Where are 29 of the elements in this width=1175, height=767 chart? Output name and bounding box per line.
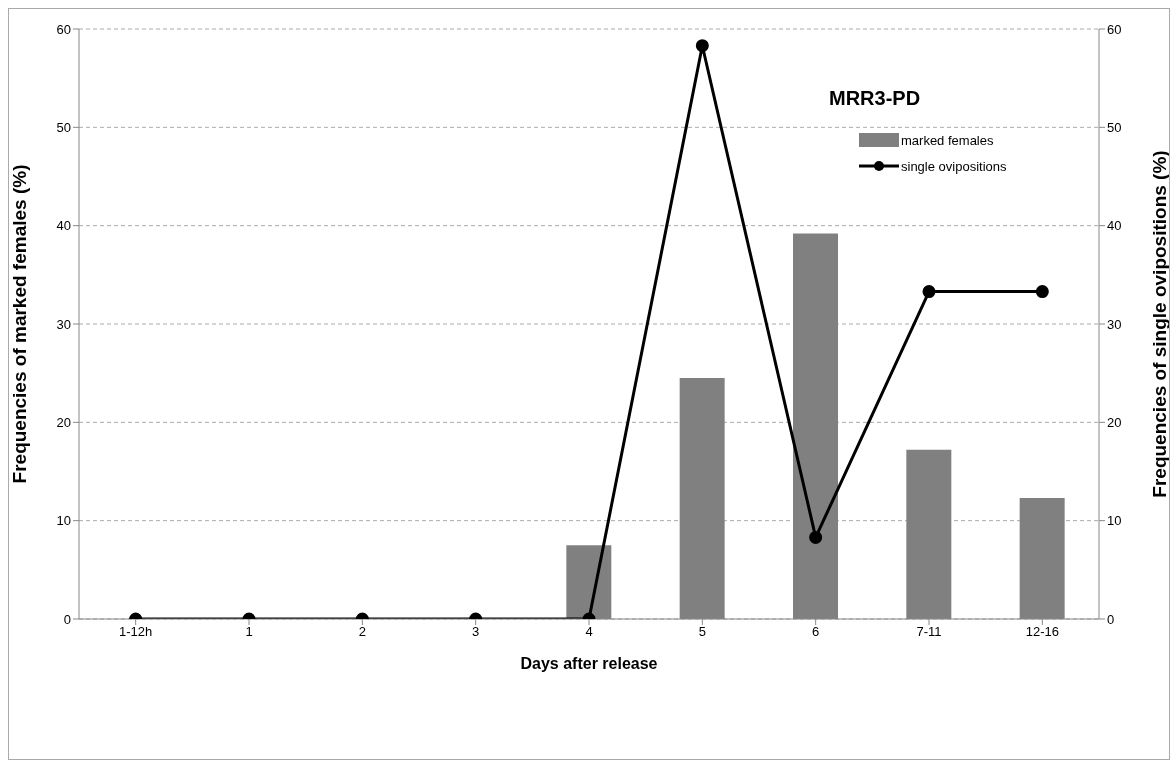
x-tick-label: 12-16	[1025, 624, 1059, 640]
x-tick-label: 5	[698, 624, 706, 640]
x-tick-label: 6	[812, 624, 820, 640]
text: MRR3-PD	[829, 87, 921, 110]
y2-tick-label: 30	[1107, 316, 1122, 332]
y2-tick-label: 60	[1107, 21, 1122, 37]
y-tick-label: 10	[56, 513, 71, 529]
y2-tick-label: 50	[1107, 119, 1122, 135]
y-tick-label: 40	[56, 218, 71, 234]
legend-label: single ovipositions	[901, 158, 1007, 174]
y-tick-label: 20	[56, 414, 71, 430]
x-tick-label: 7-11	[916, 624, 942, 640]
x-tick-label: 4	[585, 624, 593, 640]
x-axis-title: Days after release	[520, 655, 658, 672]
y2-tick-label: 0	[1107, 611, 1115, 627]
x-tick-label: 1	[245, 624, 253, 640]
y-tick-label: 30	[56, 316, 71, 332]
y2-tick-label: 20	[1107, 414, 1122, 430]
x-tick-label: 1-12h	[119, 624, 153, 640]
y2-tick-label: 40	[1107, 218, 1122, 234]
y-tick-label: 60	[56, 21, 71, 37]
y-tick-label: 0	[63, 611, 71, 627]
y-axis-title: Frequencies of marked females (%)	[8, 164, 30, 484]
y2-axis-title: Frequencies of single ovipositions (%)	[1148, 150, 1170, 498]
y-tick-label: 50	[56, 119, 71, 135]
y2-tick-label: 10	[1107, 513, 1122, 529]
x-tick-label: 3	[472, 624, 480, 640]
x-tick-label: 2	[358, 624, 366, 640]
legend-label: marked females	[901, 132, 994, 148]
